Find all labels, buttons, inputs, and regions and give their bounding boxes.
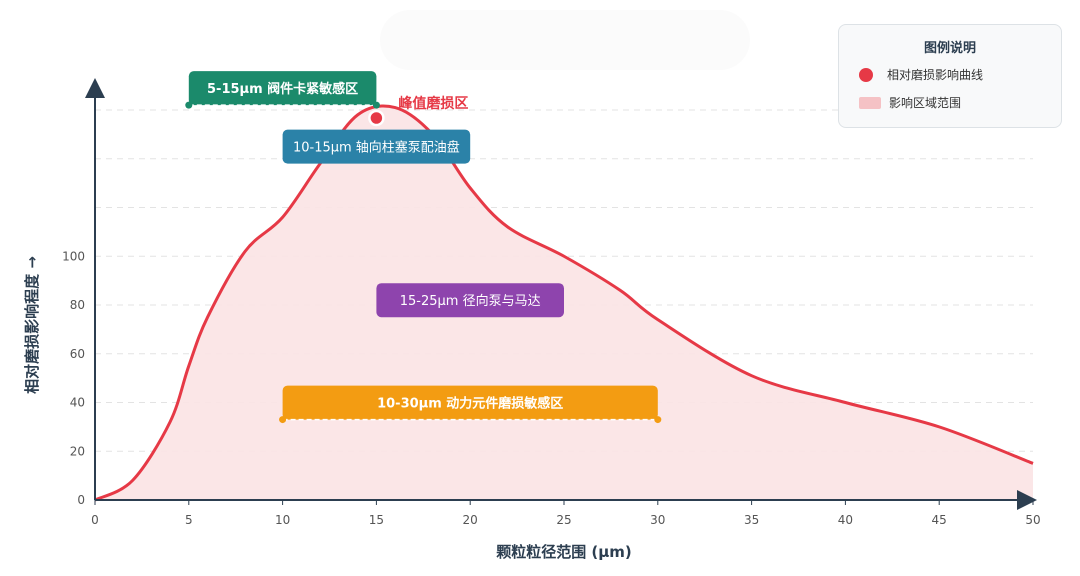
title-placeholder [380, 10, 750, 70]
peak-marker [368, 109, 385, 127]
band-2: 15-25μm 径向泵与马达 [376, 283, 564, 318]
x-tick-label: 10 [275, 513, 290, 527]
y-tick-label: 20 [70, 444, 85, 458]
band-end-dot [185, 101, 193, 109]
band-3: 10-30μm 动力元件磨损敏感区 [279, 385, 662, 424]
y-tick-label: 60 [70, 347, 85, 361]
band-rect [282, 129, 471, 164]
legend-label-curve: 相对磨损影响曲线 [887, 68, 984, 82]
legend-item-range: 影响区域范围 [859, 94, 961, 111]
x-tick-label: 25 [556, 513, 571, 527]
band-label: 10-15μm 轴向柱塞泵配油盘 [293, 140, 460, 156]
rect-swatch-icon [859, 96, 881, 109]
legend-label-range: 影响区域范围 [889, 96, 962, 110]
peak-marker-group: 峰值磨损区 [368, 95, 468, 127]
peak-label: 峰值磨损区 [398, 95, 468, 112]
band-0: 5-15μm 阀件卡紧敏感区 [185, 71, 380, 109]
band-rect [376, 283, 564, 318]
y-tick-label: 0 [77, 493, 85, 507]
y-tick-label: 40 [70, 396, 85, 410]
band-rect [188, 71, 377, 106]
x-tick-label: 40 [838, 513, 853, 527]
band-label: 15-25μm 径向泵与马达 [400, 293, 541, 309]
x-tick-label: 5 [185, 513, 193, 527]
y-axis-title: 相对磨损影响程度 → [23, 256, 41, 394]
tick-labels: 0 5 10 15 20 25 30 35 40 45 50 0 20 40 60 80 100 [62, 249, 1041, 527]
band-end-dot [372, 101, 380, 109]
legend: 图例说明 相对磨损影响曲线 影响区域范围 [838, 24, 1062, 128]
x-tick-label: 30 [650, 513, 665, 527]
legend-title: 图例说明 [923, 41, 976, 56]
x-tick-label: 0 [91, 513, 99, 527]
x-tick-label: 50 [1025, 513, 1040, 527]
x-tick-label: 15 [369, 513, 384, 527]
band-end-dot [654, 416, 662, 424]
x-tick-label: 45 [932, 513, 947, 527]
x-tick-label: 35 [744, 513, 759, 527]
band-1: 10-15μm 轴向柱塞泵配油盘 [282, 129, 471, 164]
y-tick-label: 100 [62, 249, 85, 263]
circle-marker-icon [859, 67, 873, 82]
y-tick-label: 80 [70, 298, 85, 312]
range-bands: 5-15μm 阀件卡紧敏感区 10-15μm 轴向柱塞泵配油盘 15-25μm 径向… [185, 71, 662, 424]
band-label: 5-15μm 阀件卡紧敏感区 [207, 81, 358, 97]
x-axis-title: 颗粒粒径范围 (μm) [496, 543, 632, 561]
band-end-dot [279, 416, 287, 424]
axes [85, 78, 1037, 510]
x-tick-label: 20 [463, 513, 478, 527]
band-label: 10-30μm 动力元件磨损敏感区 [377, 396, 563, 412]
band-rect [282, 385, 658, 420]
legend-item-curve: 相对磨损影响曲线 [859, 66, 983, 83]
